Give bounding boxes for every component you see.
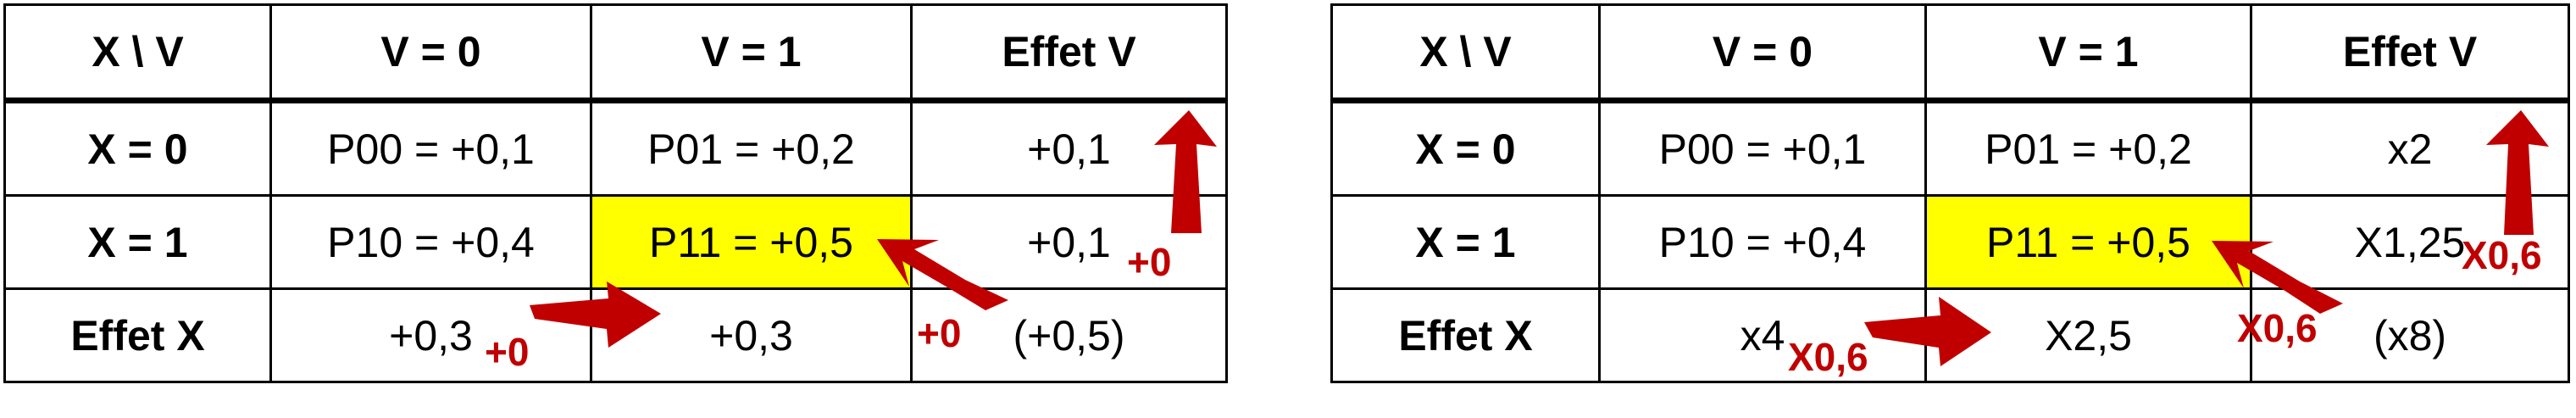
cell-p00: P00 = +0,1 (1598, 99, 1927, 197)
cell-p01: P01 = +0,2 (1924, 99, 2252, 197)
table-row: X = 1 P10 = +0,4 P11 = +0,5 +0,1 (3, 194, 1228, 290)
col-header-effect-v: Effet V (910, 3, 1228, 103)
cell-effect-x-v0: +0,3 (269, 287, 592, 383)
cell-p10: P10 = +0,4 (1598, 194, 1927, 290)
additive-table: X \ V V = 0 V = 1 Effet V X = 0 P00 = +0… (3, 3, 1228, 383)
col-effect-annotation: +0 (1127, 240, 1172, 284)
cell-effect-x-v0: x4 (1598, 287, 1927, 383)
cell-effect-x-v1: X2,5 (1924, 287, 2252, 383)
col-header-effect-v: Effet V (2250, 3, 2570, 103)
table-row: X = 0 P00 = +0,1 P01 = +0,2 x2 (1330, 99, 2570, 197)
corner-header: X \ V (1330, 3, 1601, 103)
cell-effect-v-x0: x2 (2250, 99, 2570, 197)
cell-effect-v-x0: +0,1 (910, 99, 1228, 197)
row-header-x1: X = 1 (1330, 194, 1601, 290)
row-effect-annotation: X0,6 (1788, 335, 1868, 379)
table-row: X = 0 P00 = +0,1 P01 = +0,2 +0,1 (3, 99, 1228, 197)
header-row: X \ V V = 0 V = 1 Effet V (3, 3, 1228, 103)
row-header-x1: X = 1 (3, 194, 272, 290)
cell-effect-v-x1: +0,1 (910, 194, 1228, 290)
row-effect-annotation: +0 (485, 330, 530, 374)
cell-total-effect: (+0,5) (910, 287, 1228, 383)
table-row: Effet X +0,3 +0,3 (+0,5) (3, 287, 1228, 383)
col-effect-annotation: X0,6 (2462, 233, 2542, 277)
interaction-annotation: +0 (917, 311, 962, 355)
table-row: X = 1 P10 = +0,4 P11 = +0,5 X1,25 (1330, 194, 2570, 290)
row-header-x0: X = 0 (1330, 99, 1601, 197)
table-row: Effet X x4 X2,5 (x8) (1330, 287, 2570, 383)
cell-p01: P01 = +0,2 (590, 99, 913, 197)
header-row: X \ V V = 0 V = 1 Effet V (1330, 3, 2570, 103)
cell-effect-x-v1: +0,3 (590, 287, 913, 383)
cell-p10: P10 = +0,4 (269, 194, 592, 290)
col-header-v1: V = 1 (590, 3, 913, 103)
cell-p11-highlight: P11 = +0,5 (1924, 194, 2252, 290)
multiplicative-table: X \ V V = 0 V = 1 Effet V X = 0 P00 = +0… (1330, 3, 2570, 383)
corner-header: X \ V (3, 3, 272, 103)
interaction-annotation: X0,6 (2237, 306, 2318, 350)
col-header-v1: V = 1 (1924, 3, 2252, 103)
cell-p00: P00 = +0,1 (269, 99, 592, 197)
col-header-v0: V = 0 (1598, 3, 1927, 103)
row-header-effect-x: Effet X (1330, 287, 1601, 383)
col-header-v0: V = 0 (269, 3, 592, 103)
row-header-effect-x: Effet X (3, 287, 272, 383)
row-header-x0: X = 0 (3, 99, 272, 197)
cell-effect-v-x1: X1,25 (2250, 194, 2570, 290)
cell-p11-highlight: P11 = +0,5 (590, 194, 913, 290)
